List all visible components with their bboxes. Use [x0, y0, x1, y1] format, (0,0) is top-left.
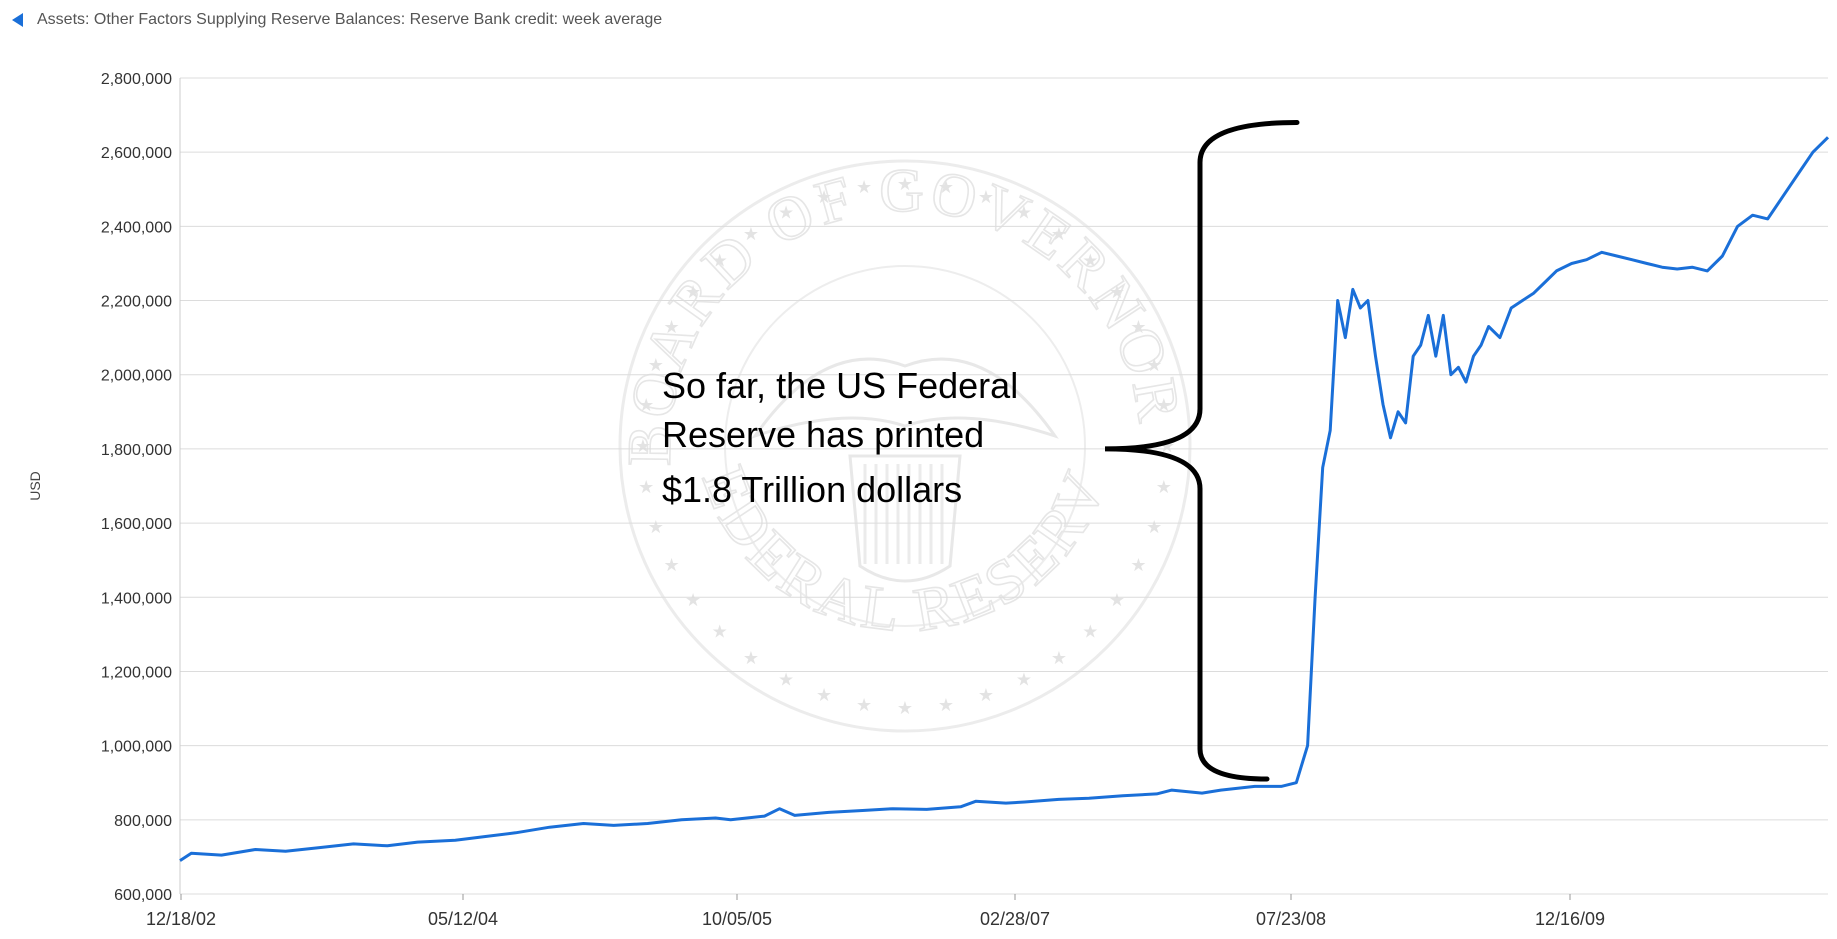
- seal-shield: [848, 454, 962, 583]
- x-tick-label: 07/23/08: [1256, 909, 1326, 929]
- annotation-text-line: So far, the US Federal: [662, 365, 1018, 406]
- seal-star-icon: ★: [1051, 224, 1067, 245]
- seal-star-icon: ★: [856, 695, 872, 716]
- y-tick-label: 600,000: [114, 887, 172, 904]
- y-tick-label: 2,600,000: [101, 145, 172, 162]
- seal-star-icon: ★: [663, 555, 679, 576]
- seal-star-icon: ★: [816, 685, 832, 706]
- seal-star-icon: ★: [1130, 317, 1146, 338]
- y-tick-label: 2,000,000: [101, 368, 172, 385]
- seal-eagle-wings: [751, 357, 1059, 439]
- series-group: [179, 136, 1830, 862]
- series-line[interactable]: [179, 136, 1830, 862]
- seal-star-icon: ★: [638, 395, 654, 416]
- y-tick-label: 2,200,000: [101, 294, 172, 311]
- seal-star-icon: ★: [778, 203, 794, 224]
- y-axis: 600,000 800,000 1,000,000 1,200,000 1,400,00…: [101, 71, 172, 904]
- seal-star-icon: ★: [635, 436, 651, 457]
- seal-star-icon: ★: [897, 698, 913, 719]
- legend-label: Assets: Other Factors Supplying Reserve …: [37, 11, 663, 28]
- x-axis: 12/18/02 05/12/04 10/05/05 02/28/07 07/23/08…: [146, 894, 1605, 929]
- seal-star-icon: ★: [712, 251, 728, 272]
- y-tick-label: 1,600,000: [101, 516, 172, 533]
- seal-star-icon: ★: [978, 187, 994, 208]
- seal-inner-ring: [724, 265, 1086, 627]
- y-tick-label: 2,400,000: [101, 219, 172, 236]
- seal-star-icon: ★: [1051, 648, 1067, 669]
- seal-star-icon: ★: [1082, 621, 1098, 642]
- legend-marker-icon: [12, 13, 23, 27]
- seal-star-icon: ★: [938, 177, 954, 198]
- seal-star-icon: ★: [1146, 517, 1162, 538]
- seal-star-icon: ★: [1146, 355, 1162, 376]
- y-tick-label: 1,000,000: [101, 739, 172, 756]
- seal-star-icon: ★: [1109, 590, 1125, 611]
- seal-star-icon: ★: [648, 355, 664, 376]
- seal-star-icon: ★: [663, 317, 679, 338]
- y-tick-label: 1,800,000: [101, 442, 172, 459]
- seal-star-icon: ★: [638, 477, 654, 498]
- annotation-text-line: Reserve has printed: [662, 414, 984, 455]
- seal-star-icon: ★: [1016, 669, 1032, 690]
- y-tick-label: 1,200,000: [101, 664, 172, 681]
- x-tick-label: 05/12/04: [428, 909, 498, 929]
- annotation-group: So far, the US Federal Reserve has printe…: [662, 120, 1300, 782]
- seal-star-icon: ★: [897, 174, 913, 195]
- seal-star-icon: ★: [685, 282, 701, 303]
- grid-lines: [179, 77, 1828, 895]
- seal-star-icon: ★: [1156, 395, 1172, 416]
- seal-star-icon: ★: [938, 695, 954, 716]
- seal-star-icon: ★: [743, 648, 759, 669]
- x-tick-label: 02/28/07: [980, 909, 1050, 929]
- seal-star-icon: ★: [1130, 555, 1146, 576]
- seal-star-icon: ★: [778, 669, 794, 690]
- seal-star-icon: ★: [1016, 203, 1032, 224]
- seal-star-icon: ★: [1156, 477, 1172, 498]
- seal-star-icon: ★: [743, 224, 759, 245]
- x-tick-label: 10/05/05: [702, 909, 772, 929]
- seal-star-icon: ★: [816, 187, 832, 208]
- seal-star-icon: ★: [856, 177, 872, 198]
- seal-star-icon: ★: [978, 685, 994, 706]
- y-tick-label: 1,400,000: [101, 590, 172, 607]
- x-tick-label: 12/18/02: [146, 909, 216, 929]
- seal-star-icon: ★: [1109, 282, 1125, 303]
- y-tick-label: 800,000: [114, 813, 172, 830]
- brace-annotation: [1104, 120, 1300, 782]
- y-axis-label: USD: [27, 471, 43, 501]
- annotation-text-line: $1.8 Trillion dollars: [662, 469, 962, 510]
- y-tick-label: 2,800,000: [101, 71, 172, 88]
- seal-outer-ring: [618, 159, 1192, 733]
- chart-legend[interactable]: Assets: Other Factors Supplying Reserve …: [12, 8, 662, 32]
- seal-star-icon: ★: [712, 621, 728, 642]
- x-tick-label: 12/16/09: [1535, 909, 1605, 929]
- seal-star-icon: ★: [685, 590, 701, 611]
- seal-star-icon: ★: [1082, 251, 1098, 272]
- seal-star-icon: ★: [648, 517, 664, 538]
